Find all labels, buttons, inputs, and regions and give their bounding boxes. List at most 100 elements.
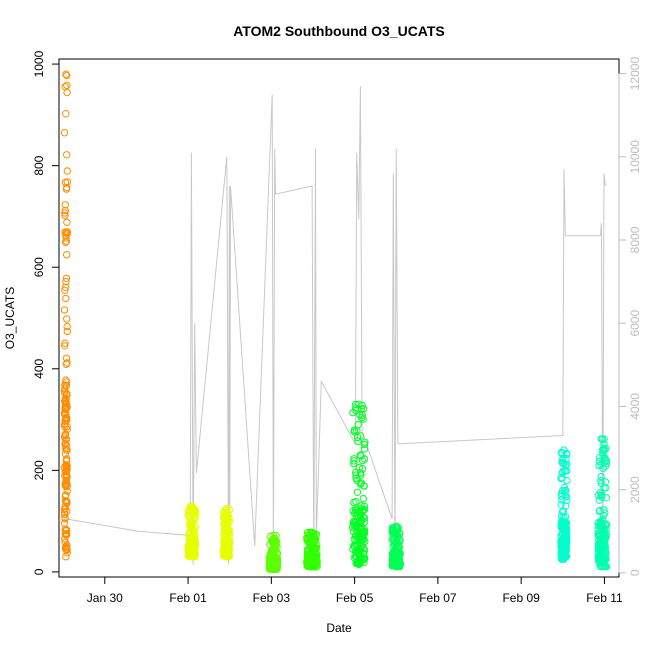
data-point <box>62 461 70 469</box>
data-point <box>600 506 608 514</box>
data-point <box>562 524 571 532</box>
data-point <box>360 502 369 511</box>
data-point <box>558 540 566 548</box>
data-point <box>560 446 568 454</box>
y-tick-label: 200 <box>32 460 46 480</box>
series-flight-8 <box>557 446 571 563</box>
data-point <box>394 561 402 569</box>
data-point <box>191 541 200 550</box>
data-point <box>184 543 193 552</box>
x-tick-label: Feb 03 <box>253 591 291 605</box>
y2-tick-label: 2000 <box>628 476 642 503</box>
data-point <box>61 450 70 458</box>
data-point <box>561 467 569 475</box>
data-point <box>62 478 70 486</box>
data-point <box>62 231 70 239</box>
data-point <box>350 459 358 468</box>
data-point <box>221 517 230 526</box>
data-point <box>222 553 231 561</box>
data-point <box>308 528 316 536</box>
data-point <box>60 409 69 417</box>
data-point <box>62 228 71 237</box>
data-point <box>61 530 70 538</box>
data-point <box>304 556 312 565</box>
data-point <box>63 487 71 495</box>
data-point <box>594 548 602 556</box>
data-point <box>62 439 70 447</box>
data-point <box>63 391 71 399</box>
y2-tick-label: 4000 <box>628 393 642 420</box>
chart-title: ATOM2 Southbound O3_UCATS <box>233 23 445 39</box>
data-point <box>561 489 569 497</box>
data-point <box>63 446 71 454</box>
data-point <box>60 129 69 137</box>
data-point <box>597 491 605 500</box>
series-flight-7 <box>388 522 405 571</box>
data-point <box>60 397 69 405</box>
data-point <box>601 509 609 517</box>
data-point <box>597 541 605 549</box>
data-point <box>595 552 603 561</box>
data-point <box>63 218 71 227</box>
data-point <box>601 562 610 570</box>
data-point <box>356 432 365 440</box>
data-point <box>596 540 604 548</box>
data-point <box>60 519 69 527</box>
data-point <box>594 525 602 534</box>
x-axis-title: Date <box>326 621 352 635</box>
altitude-line <box>65 85 606 565</box>
data-point <box>269 531 278 540</box>
data-point <box>557 474 565 483</box>
data-point <box>359 531 367 539</box>
data-point <box>188 519 196 527</box>
data-point <box>61 283 70 291</box>
data-point <box>62 457 71 465</box>
data-point <box>310 537 318 545</box>
data-point <box>63 359 71 367</box>
data-point <box>222 529 230 538</box>
data-point <box>310 532 318 540</box>
data-point <box>602 484 610 492</box>
data-point <box>359 494 367 503</box>
data-point <box>303 546 312 554</box>
data-point <box>61 545 70 553</box>
plot-layer <box>60 70 611 574</box>
data-point <box>63 88 71 97</box>
data-point <box>63 464 71 473</box>
data-point <box>63 178 72 186</box>
data-point <box>62 151 71 159</box>
data-point <box>308 563 316 571</box>
data-point <box>349 518 357 526</box>
data-point <box>560 535 568 543</box>
data-point <box>355 463 363 472</box>
data-point <box>350 498 358 507</box>
data-point <box>360 455 369 463</box>
data-point <box>359 415 367 423</box>
data-point <box>306 561 314 569</box>
data-point <box>187 544 195 552</box>
data-point <box>61 238 70 247</box>
data-point <box>597 477 605 485</box>
series-flight-9 <box>594 435 611 571</box>
series-flight-1 <box>60 70 72 561</box>
x-tick-label: Feb 09 <box>502 591 540 605</box>
y-tick-label: 0 <box>32 568 46 575</box>
data-point <box>358 465 367 473</box>
data-point <box>596 488 605 497</box>
data-point <box>62 277 70 286</box>
data-point <box>597 472 605 481</box>
data-point <box>355 560 363 568</box>
data-point <box>222 504 231 513</box>
data-point <box>595 496 603 504</box>
data-point <box>350 542 359 550</box>
x-tick-label: Feb 07 <box>419 591 457 605</box>
data-point <box>226 517 234 525</box>
x-tick-label: Feb 11 <box>586 591 623 605</box>
data-point <box>60 342 69 350</box>
y2-tick-label: 10000 <box>628 140 642 174</box>
data-point <box>62 531 71 539</box>
x-tick-label: Jan 30 <box>87 591 123 605</box>
data-point <box>61 286 69 294</box>
data-point <box>598 563 606 571</box>
